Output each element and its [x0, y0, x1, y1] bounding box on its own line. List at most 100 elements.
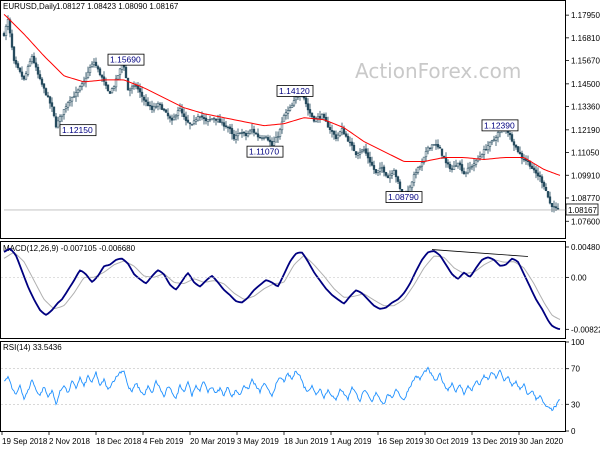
- rsi-panel: [0, 341, 566, 432]
- candle-body: [490, 140, 494, 143]
- watermark: ActionForex.com: [355, 59, 521, 83]
- candle-body: [544, 187, 548, 191]
- candle-body: [372, 165, 376, 170]
- annotation-label: 1.12390: [484, 120, 515, 130]
- x-tick-label: 30 Jan 2020: [519, 437, 564, 446]
- candle-body: [168, 116, 172, 119]
- candle-body: [444, 157, 448, 164]
- ohlc-readout: 1.08127 1.08423 1.08090 1.08167: [56, 2, 179, 11]
- candle-body: [358, 152, 362, 155]
- candle-body: [234, 135, 238, 140]
- candle-body: [554, 206, 558, 209]
- candle-body: [158, 103, 162, 106]
- candle-body: [482, 149, 486, 155]
- candle-body: [352, 144, 356, 152]
- candle-body: [118, 68, 122, 76]
- candle-body: [448, 164, 452, 170]
- candle-body: [332, 130, 336, 135]
- candle-body: [4, 26, 8, 36]
- candle-body: [264, 136, 268, 138]
- annotation-box: [385, 191, 423, 203]
- candle-body: [116, 75, 120, 80]
- candle-body: [244, 133, 248, 137]
- macd-series: [1, 247, 565, 330]
- candle-body: [306, 103, 310, 111]
- candle-body: [270, 141, 274, 146]
- candle-body: [460, 164, 464, 172]
- candle-body: [10, 33, 14, 48]
- candle-body: [440, 148, 444, 156]
- moving-average-line: [3, 14, 561, 176]
- candle-body: [82, 80, 86, 85]
- candle-body: [530, 165, 534, 169]
- candle-body: [76, 89, 80, 93]
- signal-line: [3, 251, 561, 320]
- candle-body: [368, 157, 372, 163]
- candle-body: [90, 63, 94, 67]
- candle-body: [508, 133, 512, 136]
- candle-body: [486, 145, 490, 151]
- candle-body: [484, 149, 488, 151]
- candle-body: [80, 83, 84, 87]
- candle-body: [252, 128, 256, 133]
- candle-body: [308, 109, 312, 114]
- candle-body: [330, 130, 334, 132]
- candle-body: [438, 146, 442, 149]
- candle-body: [446, 162, 450, 165]
- candle-body: [6, 19, 10, 27]
- candle-body: [72, 96, 76, 98]
- candle-body: [184, 116, 188, 121]
- price-y-tick-label: 1.12190: [571, 126, 600, 135]
- candle-body: [478, 156, 482, 159]
- candle-body: [468, 166, 472, 170]
- candle-body: [96, 66, 100, 70]
- candle-body: [274, 137, 278, 143]
- candle-body: [62, 109, 66, 115]
- rsi-y-tick-label: 70: [571, 365, 580, 374]
- candle-body: [326, 121, 330, 128]
- candle-body: [376, 170, 380, 174]
- candle-body: [294, 96, 298, 101]
- candle-body: [126, 77, 130, 91]
- price-annotation: 1.12150: [59, 124, 97, 137]
- candle-body: [70, 96, 74, 102]
- candle-body: [550, 203, 554, 208]
- candle-body: [266, 137, 270, 141]
- candle-body: [480, 154, 484, 158]
- candle-body: [516, 146, 520, 153]
- candle-body: [272, 141, 276, 146]
- candle-body: [242, 131, 246, 134]
- candle-body: [248, 130, 252, 134]
- candle-body: [154, 106, 158, 108]
- candle-body: [348, 141, 352, 144]
- candle-body: [56, 120, 60, 128]
- candle-body: [150, 105, 154, 110]
- candle-body: [220, 121, 224, 124]
- candle-body: [362, 149, 366, 151]
- macd-y-tick-label: 0.004809: [571, 243, 600, 252]
- candle-body: [452, 165, 456, 170]
- candle-body: [68, 100, 72, 103]
- candle-body: [18, 67, 22, 72]
- candle-body: [100, 74, 104, 78]
- candle-body: [492, 139, 496, 141]
- candle-body: [178, 108, 182, 112]
- candle-body: [24, 73, 28, 80]
- annotation-box: [107, 53, 145, 66]
- candle-body: [436, 144, 440, 148]
- annotation-box: [246, 145, 284, 158]
- candle-body: [144, 99, 148, 102]
- candle-body: [268, 139, 272, 143]
- candle-body: [292, 100, 296, 106]
- candle-body: [344, 133, 348, 137]
- candle-body: [426, 147, 430, 152]
- candle-body: [196, 116, 200, 121]
- candle-body: [522, 158, 526, 161]
- candle-body: [192, 120, 196, 124]
- candle-body: [170, 117, 174, 121]
- candle-body: [198, 116, 202, 118]
- macd-y-tick-label: 0.00: [571, 273, 587, 282]
- candle-body: [48, 96, 52, 104]
- candle-body: [488, 141, 492, 147]
